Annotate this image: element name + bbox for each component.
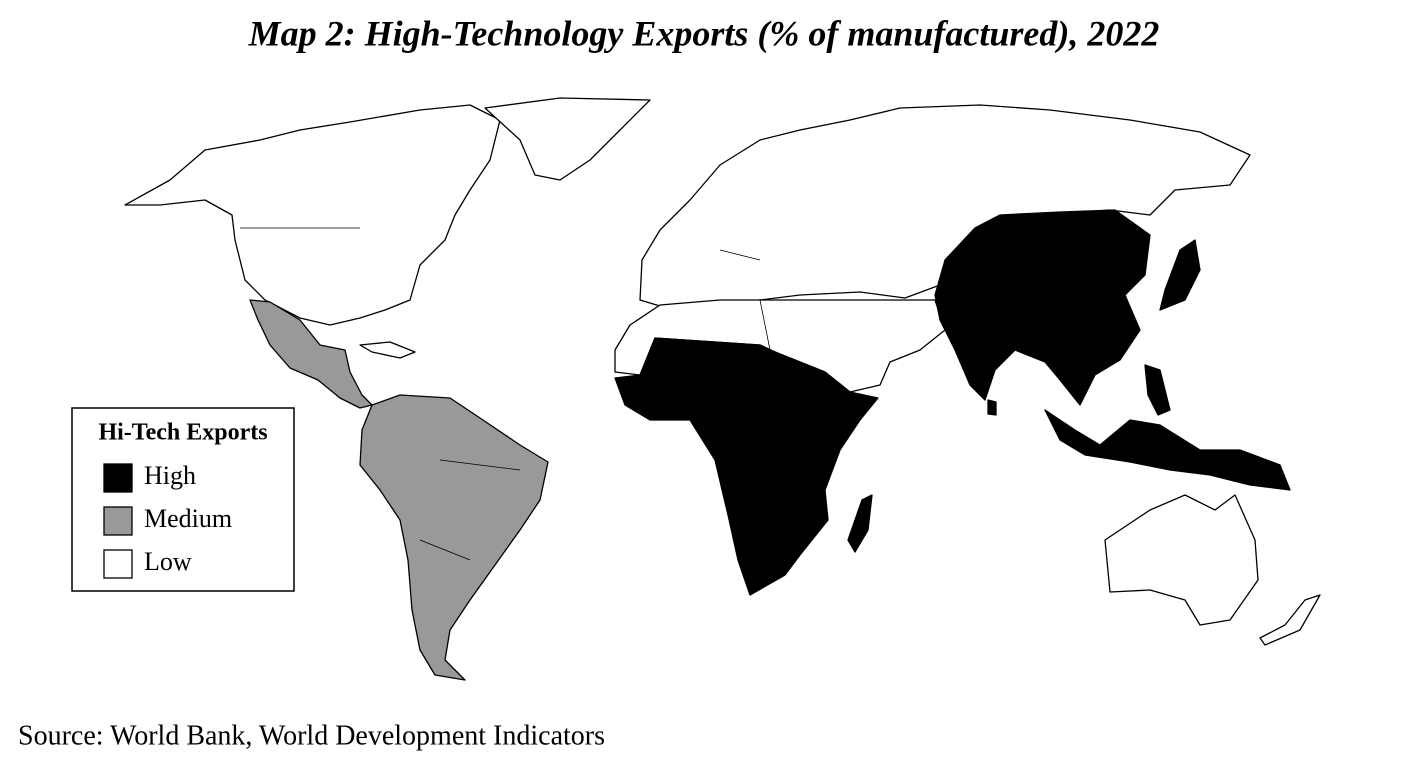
legend-swatch: [103, 549, 133, 579]
philippines: [1144, 364, 1171, 416]
south-east-asia: [934, 209, 1151, 406]
australia: [1104, 494, 1259, 626]
greenland: [484, 97, 651, 181]
legend-items: High Medium Low: [103, 461, 232, 579]
sri-lanka: [987, 399, 997, 416]
europe-north-asia: [639, 104, 1251, 313]
border-lines: [240, 227, 1001, 561]
new-zealand: [1259, 594, 1321, 646]
legend-swatch: [103, 463, 133, 493]
legend-label: Low: [144, 547, 192, 576]
south-america: [359, 394, 549, 681]
madagascar: [847, 494, 873, 553]
legend-label: Medium: [144, 504, 232, 533]
legend: Hi-Tech Exports High Medium Low: [71, 407, 295, 592]
legend-swatch: [103, 506, 133, 536]
japan: [1159, 239, 1201, 311]
north-america: [124, 104, 501, 326]
legend-title: Hi-Tech Exports: [98, 420, 267, 446]
sub-saharan-africa: [614, 337, 879, 596]
map: [124, 97, 1321, 681]
map-title: Map 2: High-Technology Exports (% of man…: [248, 13, 1160, 53]
caribbean: [359, 341, 416, 359]
source-note: Source: World Bank, World Development In…: [18, 720, 605, 751]
legend-label: High: [144, 461, 196, 490]
maritime-asia: [1044, 409, 1291, 491]
